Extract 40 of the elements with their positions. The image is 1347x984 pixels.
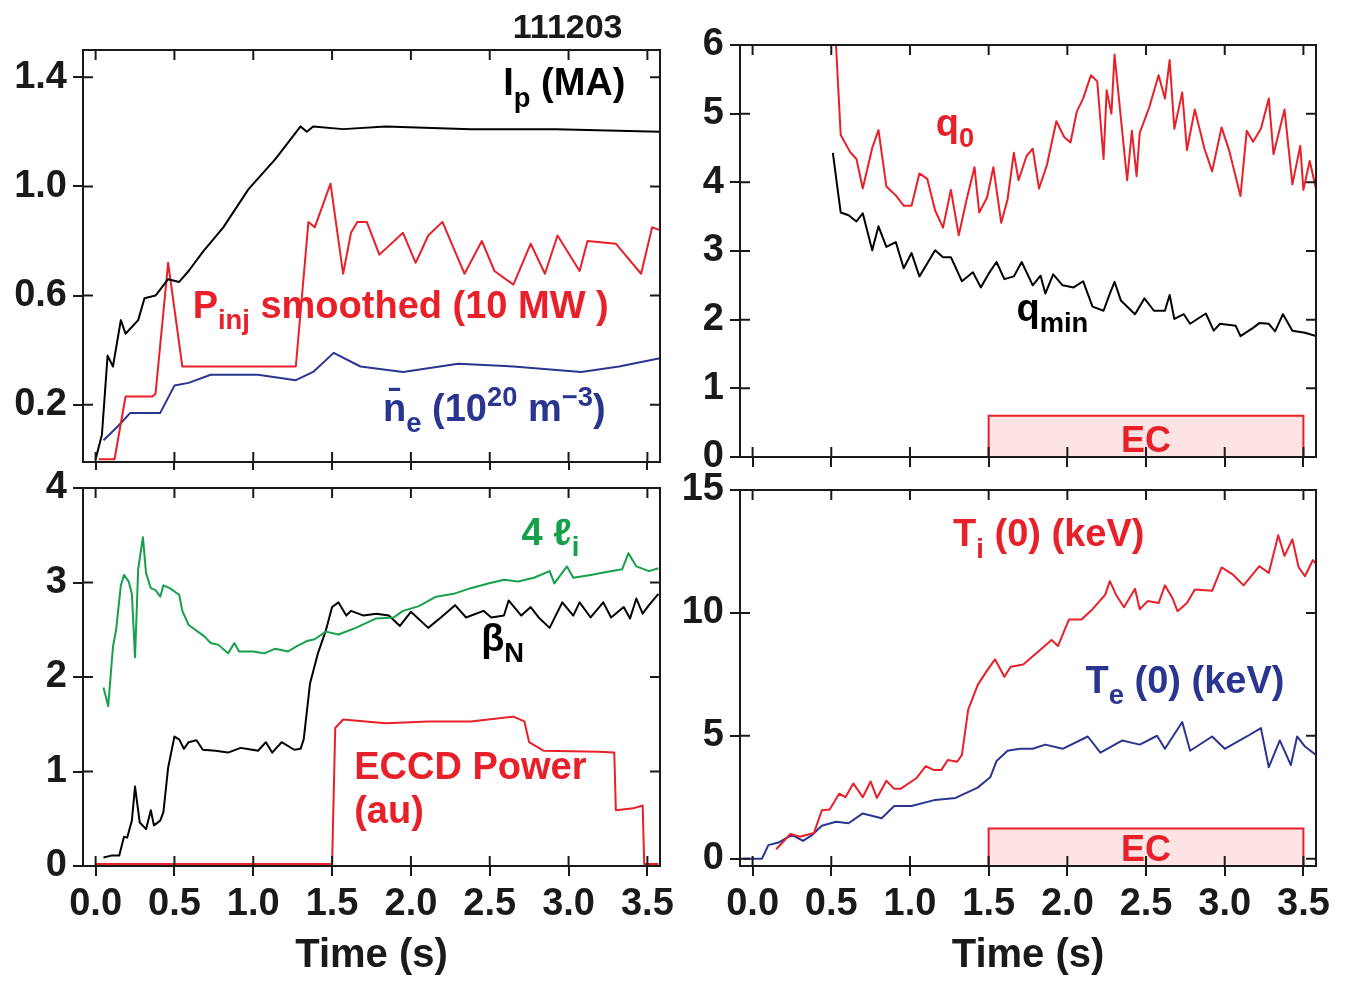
y-tick-label: 4 — [702, 158, 724, 201]
y-tick-label: 1 — [45, 747, 67, 790]
y-tick-label: 0 — [45, 842, 67, 885]
x-tick-label: 3.5 — [620, 881, 674, 924]
y-tick-label: 2 — [702, 296, 724, 339]
y-tick-label: 0.2 — [14, 381, 67, 424]
chart-title: 111203 — [512, 7, 623, 45]
y-tick-label: 5 — [702, 712, 724, 755]
y-tick-label: 4 — [45, 464, 67, 507]
band-label: EC — [1121, 419, 1172, 460]
y-tick-label: 5 — [702, 90, 724, 133]
y-tick-label: 0.6 — [14, 272, 67, 315]
x-tick-label: 2.0 — [1040, 881, 1094, 924]
y-tick-label: 1 — [702, 364, 724, 407]
y-tick-label: 6 — [702, 21, 724, 64]
x-tick-label: 0.5 — [148, 881, 201, 924]
y-tick-label: 2 — [45, 653, 67, 696]
x-tick-label: 3.0 — [1198, 881, 1252, 924]
y-tick-label: 1.0 — [14, 162, 67, 205]
x-tick-label: 2.5 — [1119, 881, 1173, 924]
band-label: EC — [1121, 828, 1172, 869]
x-tick-label: 1.0 — [226, 881, 280, 924]
y-tick-label: 1.4 — [14, 53, 67, 96]
x-axis-title: Time (s) — [295, 931, 448, 976]
y-tick-label: 3 — [702, 227, 724, 270]
y-tick-label: 10 — [681, 589, 724, 632]
y-tick-label: 0 — [702, 835, 724, 878]
x-tick-label: 1.0 — [883, 881, 937, 924]
x-tick-label: 0.0 — [726, 881, 779, 924]
x-tick-label: 2.5 — [463, 881, 517, 924]
x-tick-label: 3.0 — [542, 881, 595, 924]
y-tick-label: 3 — [45, 558, 67, 601]
x-tick-label: 0.5 — [804, 881, 858, 924]
x-tick-label: 3.5 — [1277, 881, 1330, 924]
x-tick-label: 1.5 — [962, 881, 1016, 924]
x-tick-label: 1.5 — [305, 881, 359, 924]
x-tick-label: 2.0 — [384, 881, 438, 924]
x-axis-title: Time (s) — [951, 931, 1105, 976]
x-tick-label: 0.0 — [69, 881, 123, 924]
series-label: ECCD Power (au) — [354, 745, 587, 831]
